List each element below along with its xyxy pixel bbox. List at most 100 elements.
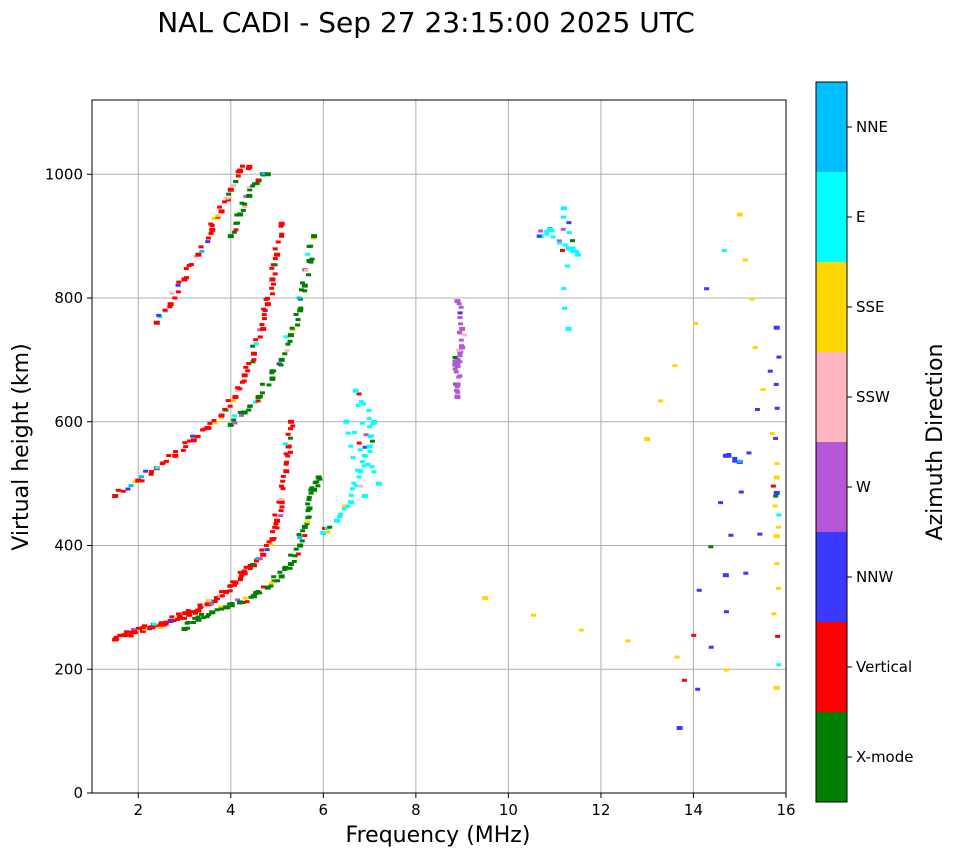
data-point	[644, 437, 651, 442]
data-point	[269, 277, 276, 282]
echo-mark	[142, 627, 148, 631]
echo-mark	[569, 239, 575, 243]
echo-mark	[166, 454, 172, 458]
echo-mark	[738, 490, 744, 494]
echo-mark	[283, 462, 289, 466]
data-point	[315, 475, 322, 480]
echo-mark	[271, 536, 277, 540]
echo-mark	[308, 488, 314, 492]
data-point	[227, 422, 234, 427]
echo-mark	[291, 559, 297, 563]
echo-mark	[708, 545, 714, 549]
echo-mark	[366, 417, 372, 421]
data-point	[459, 326, 466, 331]
data-point	[278, 357, 285, 362]
echo-mark	[182, 441, 188, 445]
data-point	[186, 612, 193, 617]
data-point	[149, 625, 156, 630]
echo-mark	[253, 338, 259, 342]
echo-mark	[225, 606, 231, 610]
x-tick-label: 12	[591, 801, 610, 819]
echo-mark	[152, 624, 158, 628]
echo-mark	[251, 182, 257, 186]
plot-frame	[91, 99, 787, 794]
colorbar-segment	[816, 82, 847, 172]
data-point	[241, 571, 248, 576]
echo-mark	[531, 613, 537, 617]
data-point	[306, 258, 313, 263]
data-point	[190, 438, 197, 443]
series-o-mode-2nd-hop	[112, 221, 285, 498]
data-point	[250, 594, 257, 599]
echo-mark	[139, 479, 145, 483]
echo-mark	[345, 431, 351, 435]
echo-mark	[718, 501, 724, 505]
data-point	[565, 326, 572, 331]
echo-mark	[205, 240, 211, 244]
data-point	[135, 478, 142, 483]
echo-mark	[251, 358, 257, 362]
echo-mark	[308, 244, 314, 248]
data-point	[264, 302, 271, 307]
colorbar-segment	[816, 532, 847, 622]
echo-mark	[240, 208, 246, 212]
echo-mark	[273, 522, 279, 526]
echo-mark	[222, 407, 228, 411]
data-point	[153, 320, 160, 325]
echo-mark	[350, 456, 356, 460]
echo-mark	[454, 388, 460, 392]
echo-mark	[259, 391, 265, 395]
data-point	[260, 326, 267, 331]
echo-mark	[239, 201, 245, 205]
echo-mark	[279, 232, 285, 236]
echo-mark	[368, 434, 374, 438]
echo-mark	[549, 229, 555, 233]
echo-mark	[356, 441, 362, 445]
echo-mark	[369, 439, 375, 443]
echo-mark	[235, 174, 241, 178]
echo-mark	[266, 540, 272, 544]
echo-mark	[252, 400, 258, 404]
x-tick-label: 6	[319, 801, 329, 819]
echo-mark	[237, 410, 243, 414]
echo-mark	[148, 472, 154, 476]
echo-mark	[742, 258, 748, 262]
echo-mark	[674, 655, 680, 659]
echo-mark	[723, 610, 729, 614]
data-point	[375, 481, 382, 486]
echo-mark	[207, 421, 213, 425]
echo-mark	[691, 633, 697, 637]
data-point	[218, 209, 225, 214]
echo-mark	[190, 434, 196, 438]
echo-mark	[158, 626, 164, 630]
data-point	[264, 585, 271, 590]
data-point	[773, 534, 780, 539]
colorbar-segment	[816, 352, 847, 442]
echo-mark	[349, 487, 355, 491]
echo-mark	[231, 418, 237, 422]
echo-mark	[296, 296, 302, 300]
data-point	[204, 602, 211, 607]
echo-mark	[199, 249, 205, 253]
echo-mark	[672, 364, 678, 368]
echo-mark	[242, 202, 248, 206]
echo-mark	[117, 633, 123, 637]
echo-mark	[560, 227, 566, 231]
echo-mark	[367, 425, 373, 429]
echo-mark	[143, 469, 149, 473]
series-o-mode-f-trace-1st-hop-	[112, 419, 296, 642]
echo-mark	[200, 428, 206, 432]
echo-mark	[268, 543, 274, 547]
data-point	[361, 494, 368, 498]
echo-mark	[230, 184, 236, 188]
echo-mark	[233, 228, 239, 232]
data-point	[301, 524, 308, 529]
echo-mark	[721, 249, 727, 253]
colorbar-segment	[816, 442, 847, 532]
echo-mark	[261, 317, 267, 321]
echo-mark	[452, 367, 458, 371]
data-point	[371, 419, 378, 424]
echo-mark	[452, 355, 458, 359]
echo-mark	[227, 589, 233, 593]
echo-mark	[298, 288, 304, 292]
